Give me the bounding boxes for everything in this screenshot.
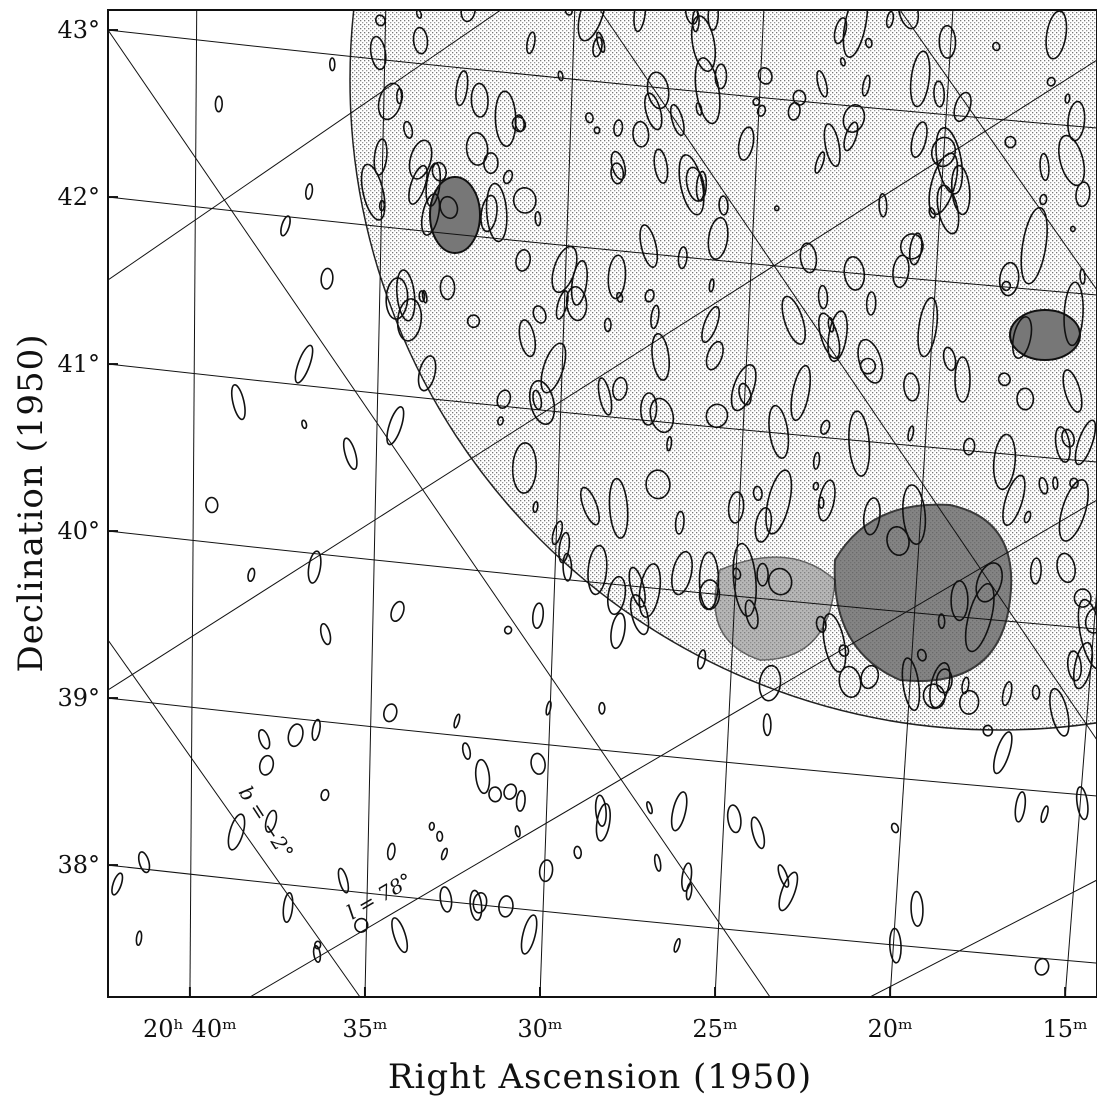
contour: [320, 268, 333, 290]
contour: [518, 914, 540, 956]
contour: [382, 703, 399, 723]
x-tick-label: 30ᵐ: [517, 1015, 562, 1043]
galactic-grid-line: [108, 640, 360, 997]
contour: [384, 405, 408, 446]
contour: [387, 843, 396, 860]
contour: [429, 822, 434, 830]
contour: [1014, 791, 1027, 822]
map-area: [108, 0, 1097, 997]
contour: [225, 812, 248, 851]
contour: [1075, 786, 1090, 820]
contour: [258, 754, 275, 776]
contour: [504, 626, 512, 635]
dec-grid-line: [108, 865, 1097, 963]
contour: [516, 790, 526, 811]
x-tick-label: 25ᵐ: [692, 1015, 737, 1043]
contour: [292, 344, 316, 385]
contour: [215, 96, 222, 112]
contour: [669, 791, 690, 832]
contour: [137, 851, 152, 874]
y-tick-label: 41°: [57, 350, 100, 378]
contour: [319, 623, 332, 646]
x-tick-label: 20ʰ 40ᵐ: [143, 1015, 237, 1043]
contour: [474, 759, 491, 794]
emission-patch: [1010, 310, 1080, 360]
x-tick-label: 20ᵐ: [867, 1015, 912, 1043]
contour: [229, 384, 248, 421]
figure: Right Ascension (1950) Declination (1950…: [0, 0, 1097, 1100]
contour: [439, 886, 453, 912]
contour: [538, 859, 553, 882]
contour: [311, 719, 322, 741]
contour: [136, 931, 143, 946]
contour: [306, 550, 322, 584]
contour: [498, 895, 514, 917]
contour: [515, 826, 521, 838]
annotation: b = −2°: [234, 782, 299, 864]
contour: [910, 891, 923, 926]
contour: [440, 848, 448, 861]
contour: [545, 701, 552, 715]
contour: [654, 854, 662, 871]
contour: [472, 892, 488, 914]
y-tick-label: 39°: [57, 684, 100, 712]
contour: [257, 728, 272, 750]
contour: [247, 568, 256, 582]
galactic-grid-line: [870, 880, 1097, 997]
contour: [461, 742, 471, 759]
x-tick-label: 15ᵐ: [1043, 1015, 1088, 1043]
contour: [301, 420, 307, 429]
contour: [330, 58, 335, 71]
contour: [110, 872, 125, 896]
contour: [1034, 957, 1050, 976]
x-axis-title: Right Ascension (1950): [388, 1057, 812, 1097]
contour: [599, 703, 605, 714]
annotation: l = 78°: [343, 868, 417, 924]
contour: [594, 803, 612, 842]
contour: [1040, 805, 1050, 823]
contour: [763, 714, 771, 736]
contour: [529, 752, 546, 775]
contour: [726, 804, 743, 833]
contour: [305, 183, 313, 199]
contour: [437, 831, 443, 841]
contour: [673, 938, 681, 952]
contour: [890, 823, 899, 834]
contour: [532, 603, 545, 629]
contour: [453, 714, 461, 729]
contour: [990, 730, 1016, 775]
contour: [489, 787, 502, 802]
contour: [286, 723, 305, 748]
contour: [389, 600, 407, 623]
x-tick-label: 35ᵐ: [342, 1015, 387, 1043]
contour: [749, 816, 767, 850]
contour: [320, 789, 329, 801]
y-axis-title: Declination (1950): [11, 333, 51, 672]
contour: [609, 612, 628, 649]
contour: [279, 215, 292, 237]
contour: [574, 846, 582, 859]
contour: [341, 437, 360, 471]
y-tick-label: 42°: [57, 183, 100, 211]
y-tick-label: 43°: [57, 16, 100, 44]
y-tick-label: 38°: [57, 851, 100, 879]
contour: [282, 892, 294, 922]
contour: [646, 801, 654, 814]
y-tick-label: 40°: [57, 517, 100, 545]
contour: [205, 497, 218, 513]
contour: [389, 916, 411, 954]
contour: [502, 783, 518, 801]
